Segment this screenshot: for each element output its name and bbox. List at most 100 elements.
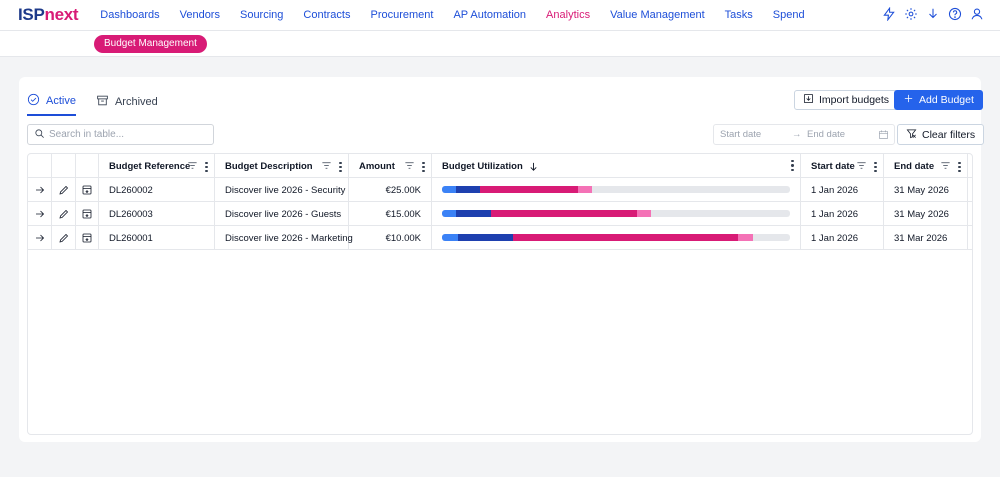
tab-archived-label: Archived bbox=[114, 95, 158, 108]
start-date-cell: 1 Jan 2026 bbox=[801, 226, 884, 250]
nav-item-vendors[interactable]: Vendors bbox=[179, 9, 220, 21]
filter-icon[interactable] bbox=[856, 160, 867, 174]
filter-icon[interactable] bbox=[321, 160, 332, 174]
header-edit-col bbox=[52, 154, 76, 178]
nav-item-dashboards[interactable]: Dashboards bbox=[100, 9, 160, 21]
utilization-segment-a bbox=[442, 210, 456, 217]
tab-archived[interactable]: Archived bbox=[96, 93, 158, 116]
clear-filters-button[interactable]: Clear filters bbox=[897, 124, 985, 145]
amount-cell: €15.00K bbox=[349, 202, 432, 226]
utilization-cell bbox=[432, 226, 801, 250]
budget-reference-cell: DL260003 bbox=[99, 202, 215, 226]
lightning-icon[interactable] bbox=[882, 7, 896, 21]
top-navigation-bar: ISPnext Dashboards Vendors Sourcing Cont… bbox=[0, 0, 1000, 31]
utilization-cell bbox=[432, 202, 801, 226]
edit-pencil-icon[interactable] bbox=[52, 202, 76, 226]
download-icon[interactable] bbox=[926, 7, 940, 21]
table-row[interactable]: DL260003 Discover live 2026 - Guests €15… bbox=[28, 202, 972, 226]
open-arrow-icon[interactable] bbox=[28, 178, 52, 202]
settings-icon[interactable] bbox=[904, 7, 918, 21]
header-label: Start date bbox=[811, 160, 855, 172]
filter-icon[interactable] bbox=[404, 160, 415, 174]
utilization-segment-d bbox=[577, 186, 592, 193]
budget-management-tab[interactable]: Budget Management bbox=[94, 35, 207, 53]
column-menu-icon[interactable] bbox=[422, 161, 425, 173]
column-menu-icon[interactable] bbox=[205, 161, 208, 173]
app-logo[interactable]: ISPnext bbox=[18, 5, 79, 24]
header-budget-utilization[interactable]: Budget Utilization bbox=[432, 154, 801, 178]
check-circle-icon bbox=[27, 93, 40, 109]
utilization-segment-b bbox=[455, 186, 481, 193]
utilization-segment-b bbox=[457, 234, 514, 241]
add-budget-button[interactable]: Add Budget bbox=[894, 90, 983, 110]
header-end-date[interactable]: End date bbox=[884, 154, 968, 178]
tab-active-label: Active bbox=[46, 95, 76, 107]
range-arrow: → bbox=[792, 129, 802, 140]
import-budgets-button[interactable]: Import budgets bbox=[794, 90, 899, 110]
search-input[interactable] bbox=[49, 129, 209, 140]
archive-row-icon[interactable] bbox=[76, 202, 99, 226]
amount-cell: €25.00K bbox=[349, 178, 432, 202]
column-menu-icon[interactable] bbox=[874, 161, 877, 173]
column-menu-icon[interactable] bbox=[339, 161, 342, 173]
nav-item-procurement[interactable]: Procurement bbox=[370, 9, 434, 21]
nav-item-sourcing[interactable]: Sourcing bbox=[239, 9, 284, 21]
header-amount[interactable]: Amount bbox=[349, 154, 432, 178]
table-row[interactable]: DL260001 Discover live 2026 - Marketing … bbox=[28, 226, 972, 250]
archive-row-icon[interactable] bbox=[76, 226, 99, 250]
status-tabs: Active Archived bbox=[27, 93, 158, 116]
column-menu-icon[interactable] bbox=[791, 160, 794, 171]
archive-row-icon[interactable] bbox=[76, 178, 99, 202]
nav-item-tasks[interactable]: Tasks bbox=[724, 9, 753, 21]
table-header-row: Budget Reference Budget Description Amou… bbox=[28, 154, 972, 178]
filter-icon[interactable] bbox=[187, 160, 198, 174]
edit-pencil-icon[interactable] bbox=[52, 178, 76, 202]
tab-active[interactable]: Active bbox=[27, 93, 76, 116]
header-label: Budget Description bbox=[225, 160, 313, 172]
table-search bbox=[27, 124, 214, 145]
header-archive-col bbox=[76, 154, 99, 178]
end-date-cell: 31 May 2026 bbox=[884, 202, 968, 226]
header-budget-description[interactable]: Budget Description bbox=[215, 154, 349, 178]
header-label: Budget Reference bbox=[109, 160, 191, 172]
add-budget-label: Add Budget bbox=[919, 94, 974, 106]
utilization-segment-a bbox=[442, 234, 458, 241]
sort-desc-icon[interactable] bbox=[528, 161, 539, 172]
start-date-cell: 1 Jan 2026 bbox=[801, 178, 884, 202]
nav-item-spend[interactable]: Spend bbox=[772, 9, 805, 21]
help-icon[interactable] bbox=[948, 7, 962, 21]
end-date-field[interactable]: End date bbox=[807, 129, 846, 140]
open-arrow-icon[interactable] bbox=[28, 226, 52, 250]
user-icon[interactable] bbox=[970, 7, 984, 21]
start-date-field[interactable]: Start date bbox=[720, 129, 762, 140]
budget-description-cell: Discover live 2026 - Guests bbox=[215, 202, 349, 226]
sub-navigation-bar: Budget Management bbox=[0, 31, 1000, 57]
utilization-segment-c bbox=[513, 234, 738, 241]
utilization-segment-b bbox=[455, 210, 491, 217]
nav-item-ap-automation[interactable]: AP Automation bbox=[453, 9, 527, 21]
plus-icon bbox=[903, 93, 914, 107]
column-menu-icon[interactable] bbox=[958, 161, 961, 173]
edit-pencil-icon[interactable] bbox=[52, 226, 76, 250]
budgets-table: Budget Reference Budget Description Amou… bbox=[27, 153, 973, 435]
header-start-date[interactable]: Start date bbox=[801, 154, 884, 178]
filter-icon[interactable] bbox=[940, 160, 951, 174]
budget-reference-cell: DL260002 bbox=[99, 178, 215, 202]
nav-item-analytics[interactable]: Analytics bbox=[546, 9, 591, 21]
header-budget-reference[interactable]: Budget Reference bbox=[99, 154, 215, 178]
date-range-filter[interactable]: Start date → End date bbox=[713, 124, 895, 145]
nav-item-contracts[interactable]: Contracts bbox=[303, 9, 351, 21]
nav-item-value-management[interactable]: Value Management bbox=[610, 9, 705, 21]
header-label: End date bbox=[894, 160, 935, 172]
utilization-bar bbox=[442, 234, 790, 241]
import-icon bbox=[803, 93, 814, 107]
archive-icon bbox=[96, 94, 109, 110]
calendar-icon[interactable] bbox=[878, 129, 889, 143]
open-arrow-icon[interactable] bbox=[28, 202, 52, 226]
search-icon bbox=[34, 128, 45, 142]
utilization-bar bbox=[442, 186, 790, 193]
utilization-cell bbox=[432, 178, 801, 202]
table-row[interactable]: DL260002 Discover live 2026 - Security €… bbox=[28, 178, 972, 202]
budgets-card: Active Archived Import budgets Add Budge… bbox=[19, 77, 985, 442]
utilization-bar bbox=[442, 210, 790, 217]
